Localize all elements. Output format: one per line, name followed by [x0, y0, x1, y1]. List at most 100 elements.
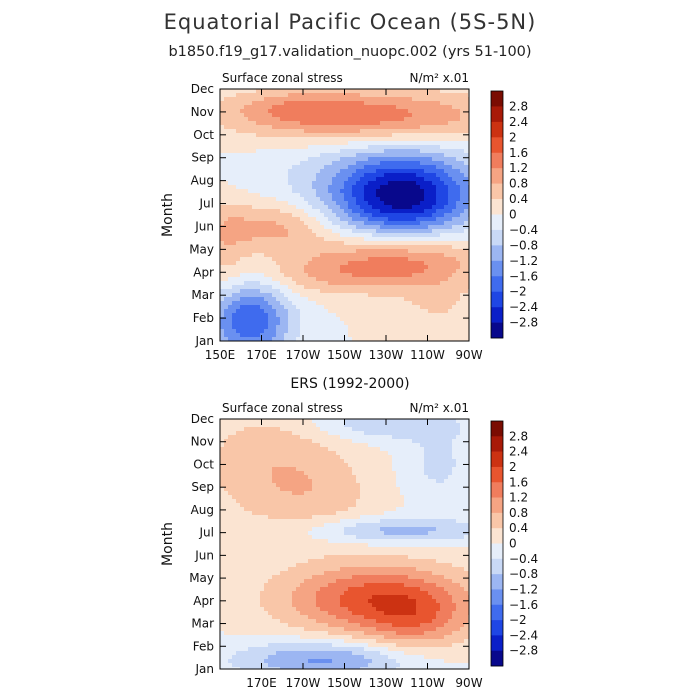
colorbar-swatch	[491, 260, 503, 277]
y-tick-label: Jan	[195, 334, 215, 348]
colorbar-swatch	[491, 245, 503, 262]
colorbar-label: −2	[509, 613, 527, 627]
colorbar-label: 1.6	[509, 475, 528, 489]
colorbar-label: 0.4	[509, 192, 528, 206]
y-tick-label: Feb	[193, 639, 214, 653]
colorbar-label: −2.8	[509, 644, 538, 658]
x-tick-label: 130W	[369, 676, 404, 690]
colorbar-swatch	[491, 436, 503, 452]
colorbar-label: 2.8	[509, 429, 528, 443]
y-tick-label: Jul	[199, 197, 214, 211]
colorbar-label: 1.2	[509, 491, 528, 505]
colorbar-label: 0	[509, 208, 517, 222]
panel-1-units-label: N/m² x.01	[409, 71, 469, 85]
y-tick-label: Nov	[191, 435, 214, 449]
x-tick-label: 90W	[455, 676, 482, 690]
colorbar-label: 1.2	[509, 161, 528, 175]
panel-2-title: ERS (1992-2000)	[290, 376, 409, 392]
colorbar-label: −1.6	[509, 269, 538, 283]
x-tick-label: 110W	[410, 676, 445, 690]
colorbar-swatch	[491, 451, 503, 468]
colorbar-label: 0	[509, 537, 517, 551]
colorbar-swatch	[491, 214, 503, 231]
colorbar-swatch	[491, 291, 503, 308]
y-tick-label: Jun	[194, 219, 214, 233]
colorbar-swatch	[491, 106, 503, 123]
colorbar-swatch	[491, 497, 503, 514]
colorbar-swatch	[491, 589, 503, 606]
colorbar-label: 0.8	[509, 177, 528, 191]
colorbar-label: −2.4	[509, 300, 538, 314]
colorbar-label: 2.4	[509, 115, 528, 129]
colorbar-swatch	[491, 528, 503, 544]
y-tick-label: Aug	[191, 503, 214, 517]
colorbar-label: 2.4	[509, 445, 528, 459]
colorbar-label: −0.8	[509, 567, 538, 581]
x-tick-label: 170W	[286, 676, 321, 690]
y-tick-label: Oct	[193, 128, 214, 142]
colorbar-label: −1.2	[509, 582, 538, 596]
y-tick-label: Jan	[195, 662, 215, 676]
colorbar-label: 2.8	[509, 99, 528, 113]
colorbar-swatch	[491, 137, 503, 154]
colorbar-swatch	[491, 512, 503, 529]
y-tick-label: May	[189, 571, 214, 585]
y-tick-label: Dec	[191, 82, 214, 96]
colorbar-swatch	[491, 482, 503, 498]
colorbar-label: 2	[509, 130, 517, 144]
colorbar-label: −2.8	[509, 316, 538, 330]
colorbar-swatch	[491, 466, 503, 483]
y-tick-label: Sep	[191, 151, 214, 165]
colorbar-label: 1.6	[509, 146, 528, 160]
colorbar-swatch	[491, 558, 503, 575]
colorbar-label: 0.4	[509, 521, 528, 535]
colorbar-swatch	[491, 307, 503, 323]
panel-2-field-label: Surface zonal stress	[222, 401, 343, 415]
colorbar-swatch	[491, 152, 503, 169]
colorbar-swatch	[491, 199, 503, 215]
x-tick-label: 150W	[327, 676, 362, 690]
colorbar-label: 0.8	[509, 506, 528, 520]
colorbar-label: −0.4	[509, 552, 538, 566]
y-tick-label: Feb	[193, 311, 214, 325]
x-tick-label: 150W	[327, 348, 362, 362]
colorbar-label: −2	[509, 285, 527, 299]
colorbar-swatch	[491, 229, 503, 246]
colorbar-swatch	[491, 91, 503, 107]
x-tick-label: 150E	[205, 348, 236, 362]
y-axis-label: Month	[160, 522, 176, 566]
x-tick-label: 90W	[455, 348, 482, 362]
colorbar-swatch	[491, 650, 503, 667]
y-tick-label: Jun	[194, 548, 214, 562]
colorbar-label: −2.4	[509, 628, 538, 642]
y-tick-label: Aug	[191, 174, 214, 188]
colorbar-swatch	[491, 543, 503, 560]
x-tick-label: 130W	[369, 348, 404, 362]
colorbar-frame	[490, 420, 504, 667]
colorbar-swatch	[491, 276, 503, 292]
colorbar-label: 2	[509, 460, 517, 474]
x-tick-label: 110W	[410, 348, 445, 362]
y-tick-label: Dec	[191, 412, 214, 426]
panel-2-contour-field	[220, 419, 470, 670]
panel-1-field-label: Surface zonal stress	[222, 71, 343, 85]
colorbar-swatch	[491, 574, 503, 590]
colorbar-swatch	[491, 121, 503, 138]
figure-title: Equatorial Pacific Ocean (5S-5N)	[163, 10, 537, 34]
y-tick-label: Mar	[191, 288, 214, 302]
y-tick-label: Jul	[199, 526, 214, 540]
colorbar-swatch	[491, 604, 503, 621]
y-axis-label: Month	[160, 193, 176, 237]
colorbar-label: −0.8	[509, 238, 538, 252]
y-tick-label: Sep	[191, 480, 214, 494]
x-tick-label: 170E	[246, 676, 277, 690]
colorbar-frame	[490, 90, 504, 339]
colorbar-swatch	[491, 168, 503, 184]
y-tick-label: Apr	[193, 265, 214, 279]
y-tick-label: Oct	[193, 457, 214, 471]
colorbar-swatch	[491, 620, 503, 636]
y-tick-label: Apr	[193, 594, 214, 608]
y-tick-label: May	[189, 242, 214, 256]
panel-2-units-label: N/m² x.01	[409, 401, 469, 415]
